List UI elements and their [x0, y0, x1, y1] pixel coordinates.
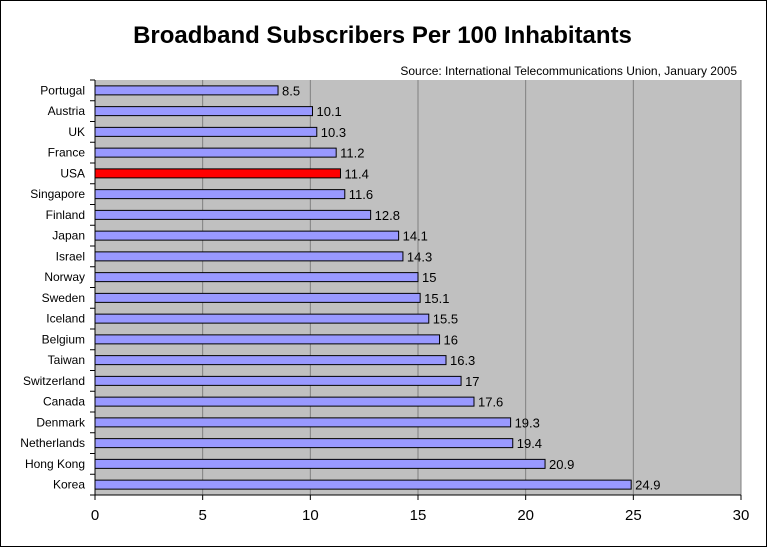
category-label: Switzerland	[23, 374, 85, 388]
bar-hong-kong	[94, 458, 546, 469]
bar-singapore	[94, 189, 346, 200]
value-label: 14.3	[407, 249, 432, 264]
value-label: 15.5	[433, 312, 458, 327]
value-label: 17	[465, 374, 479, 389]
category-label: Iceland	[46, 312, 85, 326]
category-label: Israel	[56, 249, 85, 263]
x-tick-label: 10	[302, 507, 319, 524]
bars	[94, 85, 632, 490]
value-label: 17.6	[478, 395, 503, 410]
category-label: Taiwan	[48, 353, 85, 367]
value-label: 12.8	[375, 208, 400, 223]
category-label: France	[48, 146, 86, 160]
x-tick-label: 25	[625, 507, 642, 524]
bar-japan	[94, 230, 400, 241]
bar-norway	[94, 272, 419, 283]
value-label: 16	[444, 332, 458, 347]
x-tick-label: 30	[733, 507, 750, 524]
value-label: 14.1	[403, 229, 428, 244]
value-label: 19.3	[515, 415, 540, 430]
bar-canada	[94, 396, 475, 407]
category-label: Singapore	[30, 187, 85, 201]
category-label: Hong Kong	[25, 457, 85, 471]
bar-finland	[94, 209, 372, 220]
value-label: 10.1	[316, 104, 341, 119]
value-label: 19.4	[517, 436, 542, 451]
category-label: Japan	[52, 229, 85, 243]
bar-portugal	[94, 85, 279, 96]
bar-switzerland	[94, 375, 462, 386]
category-label: Denmark	[36, 415, 86, 429]
bar-belgium	[94, 334, 441, 345]
value-label: 15.1	[424, 291, 449, 306]
category-label: Canada	[43, 395, 85, 409]
category-label: Norway	[44, 270, 85, 284]
category-label: Finland	[46, 208, 85, 222]
category-label: Belgium	[42, 332, 85, 346]
source-note: Source: International Telecommunications…	[400, 64, 737, 78]
value-label: 24.9	[635, 478, 660, 493]
bar-usa	[94, 168, 341, 179]
value-label: 16.3	[450, 353, 475, 368]
bar-austria	[94, 106, 313, 117]
chart-title: Broadband Subscribers Per 100 Inhabitant…	[133, 22, 632, 49]
x-tick-label: 0	[91, 507, 99, 524]
category-label: UK	[68, 125, 85, 139]
value-label: 8.5	[282, 83, 300, 98]
value-label: 11.4	[344, 166, 368, 181]
bar-korea	[94, 479, 632, 490]
value-label: 20.9	[549, 457, 574, 472]
value-label: 10.3	[321, 125, 346, 140]
category-label: Netherlands	[20, 436, 85, 450]
value-label: 11.6	[349, 187, 373, 202]
bar-denmark	[94, 417, 512, 428]
x-tick-label: 5	[198, 507, 206, 524]
bar-taiwan	[94, 355, 447, 366]
category-label: Korea	[53, 478, 85, 492]
category-label: USA	[60, 166, 85, 180]
x-tick-label: 20	[517, 507, 534, 524]
category-label: Austria	[48, 104, 86, 118]
value-label: 15	[422, 270, 436, 285]
bar-france	[94, 147, 337, 158]
bar-israel	[94, 251, 404, 262]
category-label: Sweden	[42, 291, 85, 305]
bar-sweden	[94, 292, 421, 303]
labels: 0 5 10 15 20 25 30 Portugal 8.5 Austria 10.1 UK 10.3…	[20, 83, 749, 524]
bar-netherlands	[94, 438, 514, 449]
x-tick-label: 15	[410, 507, 427, 524]
bar-iceland	[94, 313, 430, 324]
bar-uk	[94, 126, 318, 137]
value-label: 11.2	[340, 146, 364, 161]
category-label: Portugal	[40, 83, 85, 97]
